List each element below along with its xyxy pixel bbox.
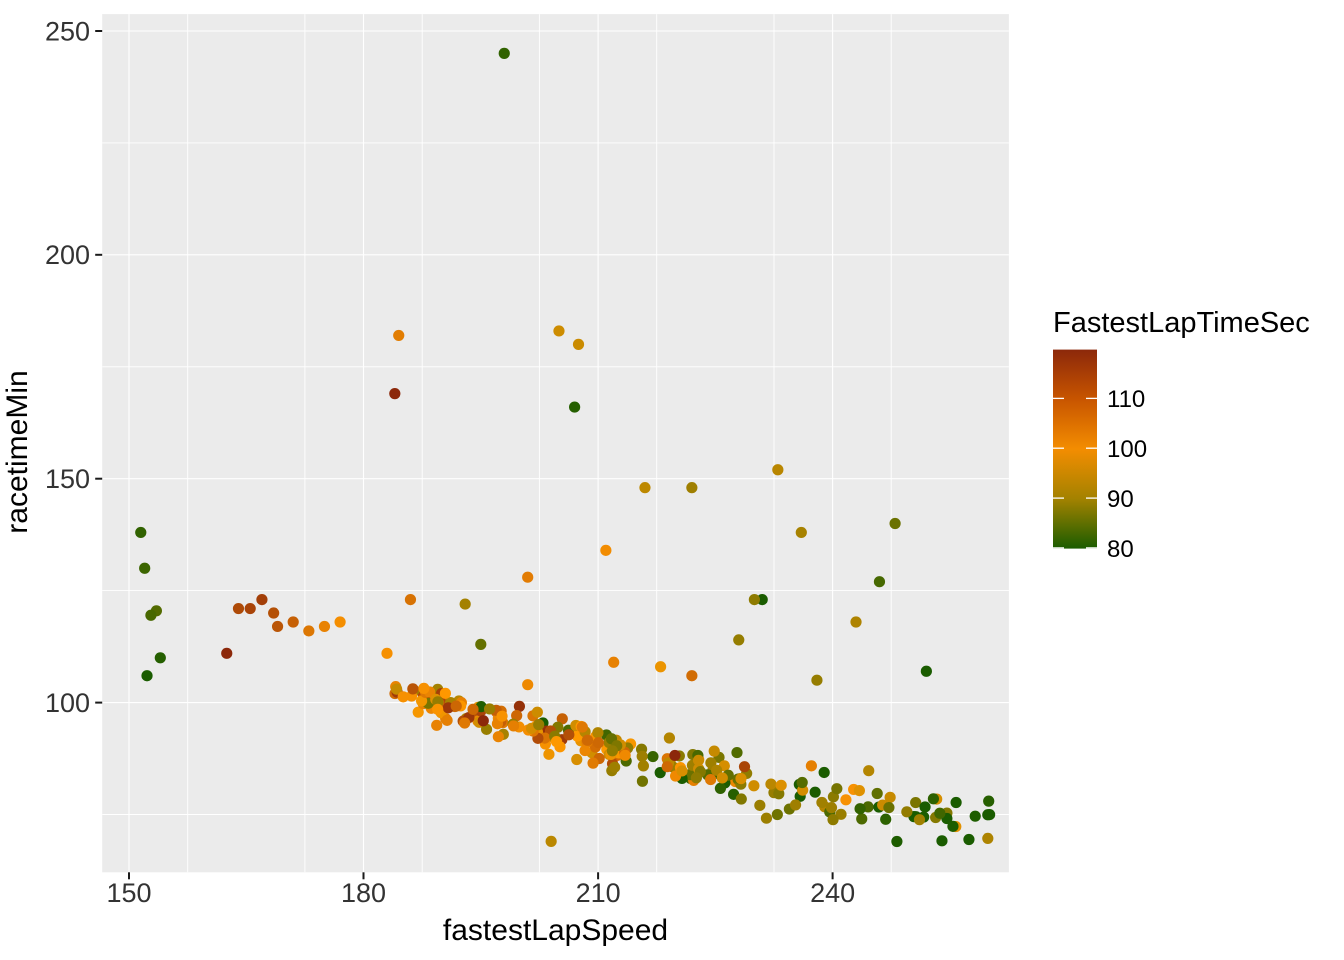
svg-text:90: 90	[1107, 486, 1134, 513]
svg-text:racetimeMin: racetimeMin	[1, 370, 34, 533]
svg-text:100: 100	[45, 688, 90, 718]
svg-text:150: 150	[45, 464, 90, 494]
svg-text:150: 150	[106, 878, 151, 908]
svg-text:FastestLapTimeSec: FastestLapTimeSec	[1053, 307, 1310, 339]
svg-text:fastestLapSpeed: fastestLapSpeed	[443, 914, 668, 947]
svg-text:100: 100	[1107, 436, 1147, 463]
svg-text:210: 210	[576, 878, 621, 908]
svg-text:110: 110	[1107, 386, 1145, 413]
svg-text:250: 250	[45, 16, 90, 46]
svg-text:200: 200	[45, 240, 90, 270]
svg-text:180: 180	[341, 878, 386, 908]
svg-text:80: 80	[1107, 536, 1134, 563]
svg-text:240: 240	[810, 878, 855, 908]
